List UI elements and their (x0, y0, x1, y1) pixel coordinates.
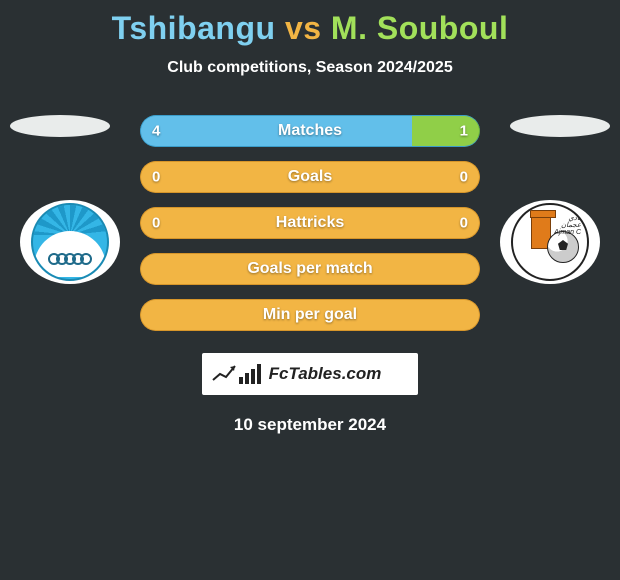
stat-label: Goals (288, 168, 332, 186)
stat-label: Hattricks (276, 214, 344, 232)
club-badge-left (20, 200, 120, 284)
stat-value-right: 0 (460, 169, 468, 186)
date: 10 september 2024 (0, 415, 620, 435)
stat-value-left: 4 (152, 123, 160, 140)
stat-row-goals: Goals 0 0 (140, 161, 480, 193)
brand-box: FcTables.com (202, 353, 418, 395)
title-player-left: Tshibangu (112, 10, 276, 46)
club-logo-left (31, 203, 109, 281)
brand-barchart-icon (239, 364, 263, 384)
stat-value-right: 1 (460, 123, 468, 140)
player-photo-right (510, 115, 610, 137)
stat-label: Min per goal (263, 306, 357, 324)
stat-label: Goals per match (247, 260, 372, 278)
club-badge-right: ناديعجمانAjman C (500, 200, 600, 284)
brand-text: FcTables.com (269, 364, 382, 384)
stat-row-min-per-goal: Min per goal (140, 299, 480, 331)
stat-row-goals-per-match: Goals per match (140, 253, 480, 285)
comparison-content: ناديعجمانAjman C Matches41Goals00Hattric… (0, 115, 620, 435)
subtitle: Club competitions, Season 2024/2025 (0, 59, 620, 77)
stat-value-left: 0 (152, 169, 160, 186)
title-player-right: M. Souboul (331, 10, 508, 46)
club-script-right: ناديعجمانAjman C (554, 215, 581, 236)
club-logo-right: ناديعجمانAjman C (511, 203, 589, 281)
stat-value-right: 0 (460, 215, 468, 232)
player-photo-left (10, 115, 110, 137)
title-vs: vs (285, 10, 322, 46)
stat-value-left: 0 (152, 215, 160, 232)
stat-row-matches: Matches 4 1 (140, 115, 480, 147)
stat-label: Matches (278, 122, 342, 140)
page-title: Tshibangu vs M. Souboul (0, 0, 620, 47)
stat-bars: Matches 4 1 Goals 0 0 Hattricks 0 0 Goals per mat… (140, 115, 480, 331)
stat-row-hattricks: Hattricks 0 0 (140, 207, 480, 239)
